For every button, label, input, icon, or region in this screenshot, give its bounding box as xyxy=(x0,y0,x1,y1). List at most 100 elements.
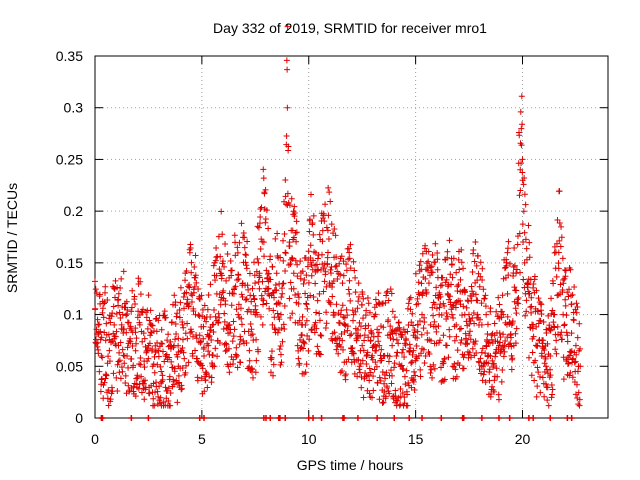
data-point xyxy=(532,342,539,349)
data-point xyxy=(301,277,308,284)
data-point xyxy=(491,388,498,395)
data-point xyxy=(387,335,394,342)
data-point xyxy=(256,220,263,227)
data-point xyxy=(471,258,478,265)
data-point xyxy=(100,300,107,307)
data-point xyxy=(210,262,217,269)
data-point xyxy=(198,375,205,382)
data-point xyxy=(435,323,442,330)
data-point xyxy=(137,291,144,298)
data-point xyxy=(472,291,479,298)
data-point xyxy=(530,333,537,340)
data-point xyxy=(338,253,345,260)
data-point xyxy=(201,302,208,309)
data-point xyxy=(366,390,373,397)
data-point xyxy=(571,284,578,291)
data-point xyxy=(488,390,495,397)
data-point xyxy=(262,216,269,223)
data-point xyxy=(172,336,179,343)
data-point xyxy=(233,354,240,361)
data-point xyxy=(552,346,559,353)
data-point xyxy=(308,261,315,268)
data-point xyxy=(206,333,213,340)
data-point xyxy=(276,346,283,353)
data-point xyxy=(333,301,340,308)
data-point xyxy=(543,363,550,370)
data-point xyxy=(109,310,116,317)
data-point xyxy=(230,356,237,363)
data-point xyxy=(441,376,448,383)
data-point xyxy=(472,238,479,245)
data-point xyxy=(180,324,187,331)
data-point xyxy=(543,329,550,336)
data-point xyxy=(508,366,515,373)
data-point xyxy=(360,315,367,322)
data-point xyxy=(151,402,158,409)
data-point xyxy=(291,234,298,241)
data-point xyxy=(184,335,191,342)
data-point xyxy=(114,361,121,368)
data-point xyxy=(551,249,558,256)
data-point xyxy=(514,241,521,248)
data-point xyxy=(263,300,270,307)
data-point xyxy=(112,294,119,301)
data-point xyxy=(443,309,450,316)
data-point xyxy=(509,355,516,362)
data-point xyxy=(288,195,295,202)
data-point xyxy=(261,253,268,260)
data-point xyxy=(144,325,151,332)
zero-data-point xyxy=(506,415,513,421)
data-point xyxy=(442,279,449,286)
y-tick-label: 0.3 xyxy=(64,100,84,116)
data-point xyxy=(132,347,139,354)
data-point xyxy=(277,361,284,368)
zero-data-point xyxy=(547,415,554,421)
data-point xyxy=(360,394,367,401)
data-point xyxy=(401,354,408,361)
data-point xyxy=(526,290,533,297)
data-point xyxy=(388,380,395,387)
data-point xyxy=(243,340,250,347)
data-point xyxy=(407,306,414,313)
data-point xyxy=(443,342,450,349)
data-point xyxy=(205,348,212,355)
y-tick-label: 0.2 xyxy=(64,203,84,219)
data-point xyxy=(305,248,312,255)
data-point xyxy=(484,353,491,360)
data-point xyxy=(181,355,188,362)
data-point xyxy=(121,352,128,359)
data-point xyxy=(226,329,233,336)
data-point xyxy=(194,358,201,365)
data-point xyxy=(293,229,300,236)
data-point xyxy=(158,368,165,375)
data-point xyxy=(314,343,321,350)
data-point xyxy=(300,339,307,346)
data-point xyxy=(516,230,523,237)
data-point xyxy=(210,321,217,328)
data-point xyxy=(477,316,484,323)
data-point xyxy=(174,399,181,406)
data-point xyxy=(363,360,370,367)
data-point xyxy=(111,321,118,328)
data-point xyxy=(262,186,269,193)
data-point xyxy=(575,389,582,396)
data-point xyxy=(230,318,237,325)
data-point xyxy=(509,318,516,325)
data-point xyxy=(254,255,261,262)
data-point xyxy=(237,359,244,366)
data-point xyxy=(433,284,440,291)
data-point xyxy=(444,283,451,290)
data-point xyxy=(416,262,423,269)
data-point xyxy=(413,342,420,349)
data-point xyxy=(446,333,453,340)
data-point xyxy=(535,295,542,302)
data-point xyxy=(123,329,130,336)
data-point xyxy=(116,369,123,376)
data-point xyxy=(403,337,410,344)
data-point xyxy=(338,307,345,314)
data-point xyxy=(450,255,457,262)
data-point xyxy=(159,340,166,347)
data-point xyxy=(173,331,180,338)
data-point xyxy=(416,291,423,298)
data-point xyxy=(354,334,361,341)
